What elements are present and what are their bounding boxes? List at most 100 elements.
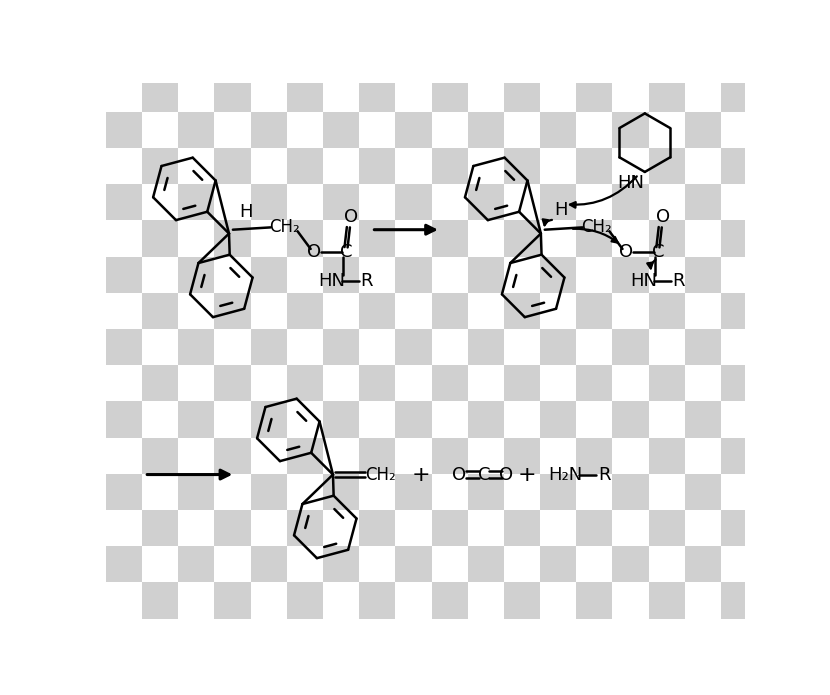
Text: CH₂: CH₂: [365, 466, 396, 484]
Bar: [613, 148, 649, 184]
Bar: [214, 329, 251, 365]
Bar: [323, 510, 359, 546]
Bar: [432, 293, 468, 329]
Bar: [214, 582, 251, 619]
Bar: [468, 510, 504, 546]
Bar: [685, 582, 721, 619]
Bar: [178, 365, 214, 402]
Bar: [576, 546, 613, 582]
Bar: [323, 365, 359, 402]
Bar: [323, 582, 359, 619]
Bar: [359, 365, 395, 402]
Bar: [721, 40, 757, 76]
Bar: [504, 474, 540, 510]
Bar: [432, 474, 468, 510]
Bar: [142, 402, 178, 438]
Bar: [287, 112, 323, 148]
Bar: [178, 40, 214, 76]
Bar: [106, 184, 142, 220]
Bar: [540, 329, 576, 365]
Bar: [432, 546, 468, 582]
Bar: [251, 402, 287, 438]
Bar: [468, 582, 504, 619]
Bar: [323, 474, 359, 510]
Bar: [504, 112, 540, 148]
Bar: [613, 582, 649, 619]
Bar: [214, 220, 251, 256]
Bar: [685, 220, 721, 256]
Bar: [685, 76, 721, 112]
Bar: [287, 220, 323, 256]
Bar: [576, 40, 613, 76]
Bar: [106, 402, 142, 438]
Bar: [721, 220, 757, 256]
Bar: [613, 438, 649, 474]
Bar: [757, 112, 793, 148]
Bar: [504, 293, 540, 329]
Bar: [685, 402, 721, 438]
Bar: [323, 184, 359, 220]
Bar: [395, 256, 432, 293]
Bar: [251, 220, 287, 256]
Bar: [613, 510, 649, 546]
Bar: [323, 112, 359, 148]
Bar: [721, 402, 757, 438]
Bar: [504, 40, 540, 76]
Bar: [178, 148, 214, 184]
Bar: [757, 438, 793, 474]
Bar: [468, 293, 504, 329]
Bar: [178, 546, 214, 582]
Bar: [251, 474, 287, 510]
Bar: [721, 582, 757, 619]
Bar: [251, 438, 287, 474]
Bar: [757, 293, 793, 329]
Text: C: C: [339, 243, 352, 261]
Bar: [432, 510, 468, 546]
Bar: [649, 474, 685, 510]
Bar: [432, 365, 468, 402]
Bar: [576, 402, 613, 438]
Bar: [757, 402, 793, 438]
Bar: [142, 184, 178, 220]
Bar: [106, 76, 142, 112]
Bar: [757, 546, 793, 582]
Bar: [178, 256, 214, 293]
Bar: [251, 546, 287, 582]
Bar: [468, 76, 504, 112]
Bar: [214, 256, 251, 293]
Bar: [214, 293, 251, 329]
Bar: [504, 220, 540, 256]
Bar: [613, 184, 649, 220]
Bar: [757, 184, 793, 220]
Bar: [721, 510, 757, 546]
Bar: [251, 184, 287, 220]
Bar: [504, 76, 540, 112]
Bar: [178, 293, 214, 329]
Bar: [504, 329, 540, 365]
Bar: [106, 329, 142, 365]
Bar: [468, 329, 504, 365]
Bar: [649, 402, 685, 438]
Text: R: R: [360, 272, 374, 291]
Bar: [468, 148, 504, 184]
Bar: [287, 40, 323, 76]
Bar: [142, 293, 178, 329]
Bar: [757, 256, 793, 293]
Bar: [540, 293, 576, 329]
Bar: [721, 184, 757, 220]
Bar: [540, 546, 576, 582]
Bar: [576, 329, 613, 365]
Text: H₂N: H₂N: [549, 466, 583, 484]
Bar: [251, 582, 287, 619]
Bar: [649, 293, 685, 329]
Bar: [395, 76, 432, 112]
Bar: [251, 256, 287, 293]
Bar: [685, 184, 721, 220]
Bar: [576, 112, 613, 148]
Bar: [540, 510, 576, 546]
Bar: [468, 402, 504, 438]
Bar: [359, 546, 395, 582]
Bar: [251, 293, 287, 329]
Bar: [395, 474, 432, 510]
Bar: [251, 148, 287, 184]
